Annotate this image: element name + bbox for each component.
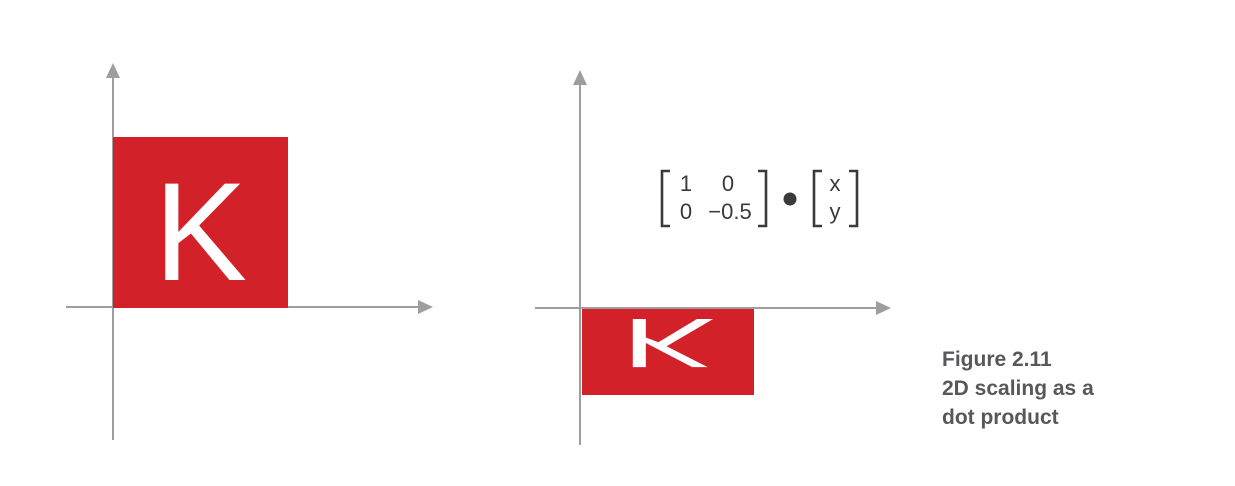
matrix-left-bracket <box>660 169 670 228</box>
vector-left-bracket <box>812 169 822 228</box>
right-k-box <box>582 309 754 395</box>
vector-y: y <box>830 199 841 224</box>
matrix-cell-0-0: 1 <box>680 171 692 196</box>
right-k-letter: K <box>621 304 714 382</box>
matrix-right-bracket <box>758 169 768 228</box>
left-y-axis-arrow <box>106 63 120 78</box>
right-y-axis-arrow <box>573 70 587 85</box>
vector-x: x <box>830 171 841 196</box>
left-x-axis-arrow <box>418 300 433 314</box>
caption-line-1: 2D scaling as a <box>942 377 1094 400</box>
left-panel: K <box>66 63 433 440</box>
matrix-cell-1-1: −0.5 <box>708 199 751 224</box>
figure-caption: Figure 2.11 2D scaling as a dot product <box>942 345 1094 432</box>
matrix-cell-0-1: 0 <box>722 171 734 196</box>
right-k-transformed: K <box>621 304 714 382</box>
left-k-box <box>113 137 288 308</box>
figure-label: Figure 2.11 <box>942 348 1052 371</box>
vector-right-bracket <box>849 169 859 228</box>
matrix-cell-1-0: 0 <box>680 199 692 224</box>
right-x-axis-arrow <box>876 301 891 315</box>
left-k-letter: K <box>154 153 247 310</box>
dot-product-operator <box>783 192 797 206</box>
matrix-expression: 1 0 0 −0.5 x y <box>660 169 859 228</box>
right-panel: K 1 0 0 −0.5 x y <box>535 70 891 445</box>
caption-line-2: dot product <box>942 406 1059 429</box>
